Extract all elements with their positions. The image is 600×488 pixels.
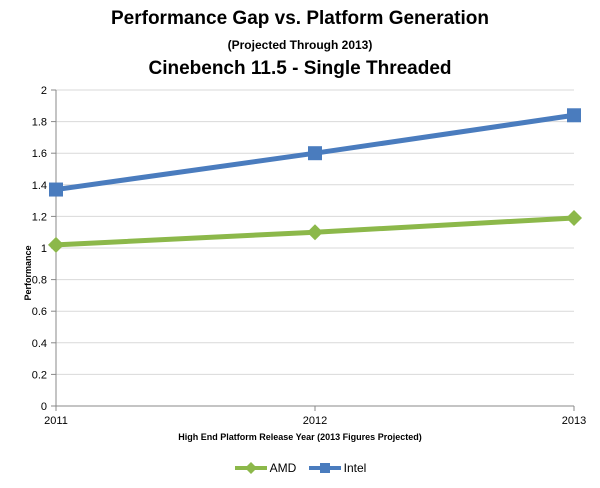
point-amd <box>566 209 582 226</box>
y-tick-label: 1 <box>41 243 47 255</box>
y-tick-label: 1.6 <box>32 148 47 160</box>
point-amd <box>307 224 323 241</box>
y-tick-label: 0.8 <box>32 275 47 287</box>
y-tick-label: 1.2 <box>32 211 47 223</box>
y-tick-label: 1.8 <box>32 117 47 129</box>
y-tick-label: 0.6 <box>32 306 47 318</box>
legend-swatch-intel <box>308 463 341 473</box>
chart-subtitle-benchmark: Cinebench 11.5 - Single Threaded <box>148 58 452 79</box>
point-intel <box>49 182 63 197</box>
y-tick-label: 1.4 <box>32 180 47 192</box>
chart-title: Performance Gap vs. Platform Generation <box>110 8 489 29</box>
point-intel <box>308 146 322 161</box>
legend-item-intel: Intel <box>308 461 367 475</box>
x-axis-title: High End Platform Release Year (2013 Fig… <box>178 432 422 442</box>
y-tick-label: 0.4 <box>32 338 47 350</box>
legend: AMD Intel <box>0 461 600 477</box>
y-axis-title: Performance <box>23 245 33 301</box>
x-tick-label: 2011 <box>44 415 68 427</box>
y-tick-label: 0.2 <box>32 369 47 381</box>
x-tick-label: 2013 <box>562 415 586 427</box>
legend-item-amd: AMD <box>234 461 297 475</box>
legend-label-amd: AMD <box>269 461 297 475</box>
y-tick-label: 2 <box>41 85 47 97</box>
y-tick-label: 0 <box>41 401 47 413</box>
point-intel <box>567 108 581 123</box>
chart-subtitle: (Projected Through 2013) <box>227 38 373 52</box>
x-tick-label: 2012 <box>303 415 327 427</box>
legend-label-intel: Intel <box>343 461 367 475</box>
legend-swatch-amd <box>234 462 267 474</box>
point-amd <box>48 236 64 253</box>
